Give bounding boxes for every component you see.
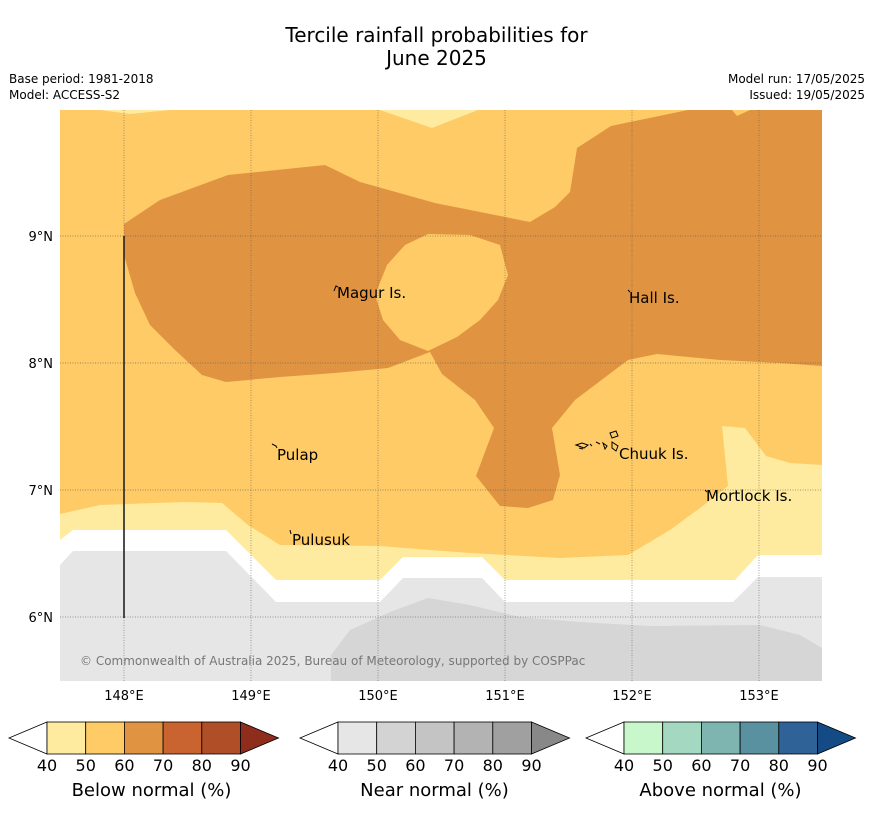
colorbar-extend-high (817, 721, 857, 755)
island-outlines (271, 285, 708, 535)
colorbar-below-normal: 40 50 60 70 80 90 (7, 721, 280, 775)
colorbar-tick-label: 60 (405, 756, 425, 775)
pulusuk-island-shape (289, 529, 292, 535)
colorbar-tick-label: 90 (807, 756, 827, 775)
colorbar-segment (414, 721, 455, 755)
colorbar-tick-label: 70 (730, 756, 750, 775)
lon-tick-150: 150°E (358, 689, 398, 704)
colorbar-tick-label: 80 (769, 756, 789, 775)
probability-contours (60, 110, 822, 681)
place-label-pulap: Pulap (277, 446, 318, 464)
colorbar-near-normal: 40 50 60 70 80 90 (298, 721, 571, 775)
map-title-line2: June 2025 (386, 46, 487, 70)
colorbar-tick-label: 50 (76, 756, 96, 775)
colorbar-segment (492, 721, 532, 755)
colorbar-segment (46, 721, 87, 755)
meta-right: Model run: 17/05/2025 Issued: 19/05/2025 (728, 71, 865, 103)
colorbar-segment (662, 721, 702, 755)
model-text: Model: ACCESS-S2 (9, 88, 121, 102)
colorbar-label-below-normal: Below normal (%) (71, 780, 232, 801)
place-label-hall: Hall Is. (629, 289, 680, 307)
colorbar-segment (124, 721, 164, 755)
colorbar-tick-label: 50 (367, 756, 387, 775)
lat-tick-6n: 6°N (29, 611, 54, 626)
mortlock-island-shape (704, 489, 708, 493)
lon-tick-149: 149°E (231, 689, 271, 704)
lon-tick-152: 152°E (612, 689, 652, 704)
pulap-island-shape (271, 443, 278, 449)
place-label-magur: Magur Is. (337, 284, 406, 302)
colorbar-tick-label: 80 (192, 756, 212, 775)
map-title-line1: Tercile rainfall probabilities for (285, 23, 588, 47)
colorbar-extend-high (240, 721, 280, 755)
lon-tick-151: 151°E (485, 689, 525, 704)
gridlines (60, 110, 822, 681)
colorbar-extend-low (7, 721, 48, 755)
colorbar-extend-high (531, 721, 571, 755)
chuuk-island-shapes (574, 430, 619, 452)
copyright-notice: © Commonwealth of Australia 2025, Bureau… (80, 654, 585, 668)
colorbar-segment (453, 721, 494, 755)
colorbar-tick-label: 50 (653, 756, 673, 775)
model-run-text: Model run: 17/05/2025 (727, 72, 865, 86)
colorbar-tick-label: 90 (230, 756, 250, 775)
colorbar-tick-label: 70 (444, 756, 464, 775)
lat-tick-9n: 9°N (29, 230, 54, 245)
colorbar-segment (623, 721, 664, 755)
colorbar-tick-label: 60 (114, 756, 134, 775)
place-label-pulusuk: Pulusuk (292, 531, 350, 549)
colorbar-extend-low (584, 721, 625, 755)
colorbar-tick-label: 40 (37, 756, 57, 775)
meta-left: Base period: 1981-2018 Model: ACCESS-S2 (9, 71, 154, 103)
colorbar-tick-label: 80 (483, 756, 503, 775)
colorbar-segment (337, 721, 378, 755)
colorbar-tick-label: 90 (521, 756, 541, 775)
colorbar-label-above-normal: Above normal (%) (639, 780, 802, 801)
issued-text: Issued: 19/05/2025 (749, 88, 865, 102)
lon-tick-153: 153°E (739, 689, 779, 704)
colorbar-tick-label: 40 (328, 756, 348, 775)
base-period-text: Base period: 1981-2018 (9, 72, 154, 86)
near-normal-50-60-region (331, 598, 822, 681)
place-label-mortlock: Mortlock Is. (706, 487, 792, 505)
colorbar-segment (162, 721, 203, 755)
below-normal-50-60-inner-region (375, 234, 508, 351)
colorbar-extend-low (298, 721, 339, 755)
hall-island-shape (627, 289, 631, 293)
colorbar-tick-label: 40 (614, 756, 634, 775)
lat-tick-8n: 8°N (29, 357, 54, 372)
place-label-chuuk: Chuuk Is. (619, 445, 688, 463)
lon-tick-148: 148°E (104, 689, 144, 704)
lat-tick-7n: 7°N (29, 484, 54, 499)
colorbar-segment (201, 721, 241, 755)
colorbar-segment (376, 721, 416, 755)
colorbar-tick-label: 70 (153, 756, 173, 775)
colorbar-segment (701, 721, 741, 755)
colorbar-above-normal: 40 50 60 70 80 90 (584, 721, 857, 775)
magur-island-shape (333, 285, 339, 292)
colorbar-tick-label: 60 (691, 756, 711, 775)
colorbar-segment (739, 721, 780, 755)
colorbar-label-near-normal: Near normal (%) (360, 780, 509, 801)
colorbar-segment (778, 721, 818, 755)
colorbar-segment (85, 721, 125, 755)
